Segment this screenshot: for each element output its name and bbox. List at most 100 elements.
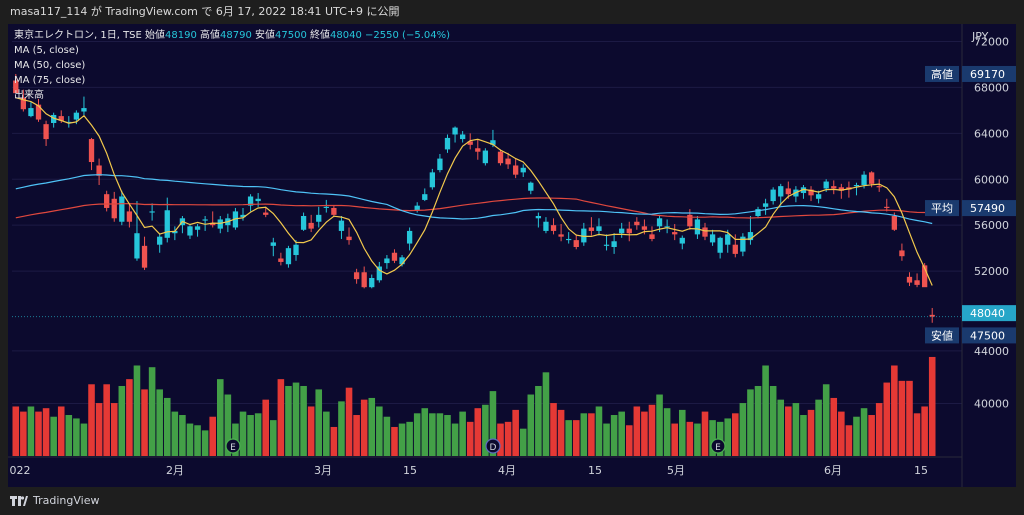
time-tick-label: 6月	[824, 464, 842, 477]
volume-bar	[762, 365, 769, 456]
legend-ma75[interactable]: MA (75, close)	[14, 75, 86, 86]
candle-body	[247, 196, 254, 206]
volume-bar	[913, 413, 921, 456]
price-tick-label: 68000	[974, 81, 1009, 94]
volume-bar	[194, 425, 201, 456]
volume-bar	[557, 409, 565, 456]
legend-ma50[interactable]: MA (50, close)	[14, 60, 86, 71]
volume-bar	[353, 415, 360, 456]
candle-body	[921, 265, 928, 288]
volume-bar	[179, 415, 186, 456]
high-marker-label: 高値	[931, 67, 953, 81]
volume-bar	[307, 406, 315, 456]
volume-bar	[656, 394, 663, 456]
currency-label: JPY	[971, 30, 989, 43]
candle-body	[906, 276, 913, 283]
candle-body	[459, 134, 466, 140]
last-marker-value: 48040	[970, 307, 1005, 320]
candle-body	[187, 226, 193, 236]
candle-body	[210, 222, 216, 226]
volume-bar	[610, 415, 618, 456]
candle-body	[331, 207, 337, 215]
candle-body	[232, 211, 239, 228]
candle-body	[346, 236, 352, 241]
chart-area[interactable]	[8, 24, 1016, 487]
volume-bar	[497, 423, 504, 456]
candle-body	[475, 148, 481, 152]
candle-body	[81, 108, 87, 112]
candle-body	[293, 244, 299, 256]
high-marker-value: 69170	[970, 68, 1005, 81]
price-tick-label: 40000	[974, 397, 1009, 410]
volume-bar	[73, 418, 80, 456]
volume-bar	[830, 397, 838, 456]
volume-bar	[65, 415, 73, 456]
candle-body	[73, 112, 80, 120]
volume-bar	[633, 406, 641, 456]
volume-bar	[519, 428, 527, 456]
candle-body	[899, 250, 905, 257]
time-tick-label: 3月	[314, 464, 332, 477]
time-tick-label: 5月	[667, 464, 685, 477]
candle-body	[853, 185, 860, 187]
candle-body	[58, 116, 64, 121]
event-marker-icon	[710, 438, 726, 454]
candle-body	[255, 198, 261, 202]
volume-bar	[156, 389, 163, 456]
candle-body	[482, 150, 489, 164]
candle-body	[35, 104, 42, 120]
volume-bar	[368, 397, 376, 456]
candle-body	[51, 114, 57, 123]
volume-bar	[860, 408, 868, 456]
candle-body	[149, 211, 155, 213]
volume-bar	[323, 411, 330, 456]
candle-body	[861, 174, 867, 185]
candle-body	[384, 258, 390, 264]
volume-bar	[27, 406, 35, 456]
volume-bar	[921, 406, 928, 456]
volume-bar	[88, 384, 95, 456]
candle-body	[369, 278, 375, 288]
candle-body	[164, 210, 170, 238]
volume-bar	[110, 403, 118, 456]
candle-body	[891, 216, 897, 230]
legend-ma5[interactable]: MA (5, close)	[14, 45, 79, 56]
candle-body	[444, 137, 451, 150]
candle-body	[429, 172, 435, 188]
candle-body	[535, 216, 542, 219]
candle-body	[679, 237, 685, 244]
candle-body	[353, 272, 360, 280]
volume-bar	[338, 401, 345, 456]
legend-volume[interactable]: 出来高	[14, 90, 44, 101]
candle-body	[157, 236, 163, 245]
volume-bar	[512, 409, 519, 456]
volume-bar	[482, 404, 489, 456]
candle-body	[240, 214, 246, 218]
candle-body	[762, 203, 769, 207]
avg-marker-value-box	[962, 200, 1016, 217]
price-tick-label: 72000	[974, 35, 1009, 48]
candle-body	[596, 226, 602, 231]
candle-body	[702, 227, 708, 237]
tradingview-brand[interactable]: TradingView	[10, 494, 99, 507]
volume-bar	[648, 404, 656, 456]
candle-body	[694, 219, 701, 235]
volume-bar	[838, 411, 845, 456]
candle-body	[626, 228, 632, 234]
volume-bar	[209, 416, 216, 456]
low-marker-value: 47500	[970, 329, 1005, 342]
volume-bar	[383, 416, 391, 456]
candle-body	[914, 280, 920, 285]
candle-body	[497, 151, 504, 164]
volume-bar	[80, 423, 88, 456]
volume-bar	[247, 415, 254, 456]
candle-body	[717, 237, 723, 253]
candle-body	[300, 216, 307, 230]
change-value: −2550 (−5.04%)	[365, 30, 451, 41]
candle-body	[550, 225, 557, 231]
volume-bar	[459, 411, 466, 456]
candle-body	[134, 233, 140, 259]
brand-name: TradingView	[33, 494, 100, 507]
candle-body	[588, 227, 595, 231]
